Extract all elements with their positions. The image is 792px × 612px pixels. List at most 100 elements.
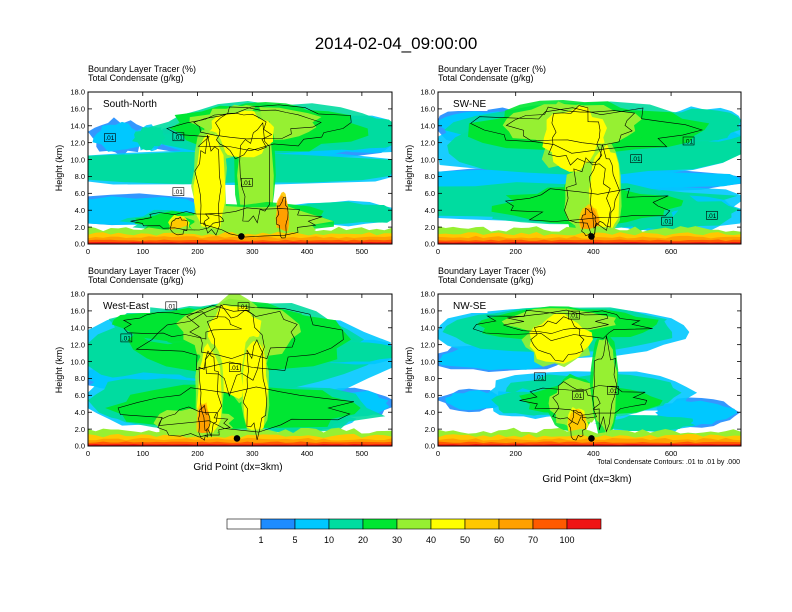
panel-title-line-1-nw-se: Boundary Layer Tracer (%)	[438, 266, 546, 276]
condensate-contour-west-east-2	[204, 304, 265, 397]
tracer-region-sw-ne-11	[542, 106, 607, 172]
panel-tag-bg-nw-se	[452, 300, 488, 313]
location-marker-sw-ne	[588, 233, 595, 240]
legend-swatch-4	[362, 518, 398, 530]
condensate-contour-nw-se-5	[592, 336, 618, 433]
condensate-contour-sw-ne-3	[504, 188, 671, 222]
main-title: 2014-02-04_09:00:00	[315, 34, 478, 53]
legend-swatch-10	[566, 518, 602, 530]
panel-sw-ne: Boundary Layer Tracer (%)Total Condensat…	[404, 64, 742, 256]
panel-title-line-1-sw-ne: Boundary Layer Tracer (%)	[438, 64, 546, 74]
contour-label-box-west-east-1	[237, 302, 250, 311]
y-tick-label-south-north-2: 4.0	[75, 206, 85, 215]
x-tick-label-sw-ne-0: 0	[436, 247, 440, 256]
panel-title-line-2-nw-se: Total Condensate (g/kg)	[438, 275, 534, 285]
x-tick-label-west-east-1: 100	[137, 449, 150, 458]
legend-swatch-0	[226, 518, 262, 530]
contour-label-south-north-2: .01	[174, 189, 183, 196]
condensate-contour-west-east-1	[186, 304, 298, 359]
y-tick-label-nw-se-4: 8.0	[425, 374, 435, 383]
contour-label-box-west-east-0	[165, 301, 178, 311]
condensate-contour-south-north-1	[193, 106, 322, 140]
contour-label-box-nw-se-1	[533, 372, 546, 382]
contour-label-box-sw-ne-3	[706, 210, 718, 220]
x-tick-label-west-east-5: 500	[356, 449, 369, 458]
condensate-contour-west-east-8	[122, 311, 242, 340]
y-tick-label-nw-se-9: 18.0	[420, 290, 435, 299]
legend-label-6: 50	[460, 535, 470, 545]
panel-tag-west-east: West-East	[103, 301, 149, 312]
x-tick-label-south-north-4: 400	[301, 247, 314, 256]
plot-frame-sw-ne	[437, 91, 742, 245]
contour-label-west-east-0: .01	[167, 303, 176, 310]
legend-swatch-5	[396, 518, 432, 530]
x-tick-label-sw-ne-2: 400	[587, 247, 600, 256]
y-tick-label-south-north-7: 14.0	[70, 121, 85, 130]
y-axis-label-sw-ne: Height (km)	[404, 145, 414, 192]
field-sw-ne	[438, 92, 741, 244]
contour-label-box-nw-se-0	[568, 310, 580, 320]
tracer-region-nw-se-10	[548, 377, 600, 428]
contour-label-sw-ne-1: .01	[632, 156, 641, 163]
location-marker-west-east	[233, 435, 241, 442]
contour-label-box-south-north-2	[172, 187, 185, 196]
panel-tag-south-north: South-North	[103, 99, 157, 110]
contour-label-south-north-0: .01	[105, 135, 114, 142]
legend-swatch-8	[498, 518, 534, 530]
panel-title-line-2-south-north: Total Condensate (g/kg)	[88, 73, 184, 83]
contour-label-west-east-2: .01	[122, 335, 131, 342]
legend-label-2: 10	[324, 535, 334, 545]
x-tick-label-nw-se-2: 400	[587, 449, 600, 458]
x-tick-label-south-north-3: 300	[246, 247, 259, 256]
y-tick-label-west-east-2: 4.0	[75, 408, 85, 417]
condensate-contour-nw-se-0	[472, 309, 653, 342]
y-tick-label-south-north-1: 2.0	[75, 223, 85, 232]
panel-tag-sw-ne: SW-NE	[453, 99, 486, 110]
contour-label-nw-se-1: .01	[535, 374, 544, 381]
y-tick-label-south-north-0: 0.0	[75, 240, 85, 249]
y-tick-label-sw-ne-3: 6.0	[425, 189, 435, 198]
panel-title-line-1-south-north: Boundary Layer Tracer (%)	[88, 64, 196, 74]
condensate-contour-south-north-7	[275, 196, 289, 239]
contour-label-sw-ne-2: .01	[663, 219, 672, 226]
tracer-region-south-north-2	[92, 121, 146, 152]
y-tick-label-west-east-9: 18.0	[70, 290, 85, 299]
field-west-east	[88, 294, 392, 446]
contour-label-south-north-1: .01	[174, 134, 183, 141]
contour-label-nw-se-0: .01	[569, 313, 578, 320]
plot-frame-south-north	[87, 91, 393, 245]
panel-title-line-2-sw-ne: Total Condensate (g/kg)	[438, 73, 534, 83]
y-tick-label-sw-ne-9: 18.0	[420, 88, 435, 97]
y-tick-label-nw-se-6: 12.0	[420, 340, 435, 349]
y-axis-label-nw-se: Height (km)	[404, 347, 414, 394]
condensate-contour-south-north-8	[169, 216, 188, 236]
tracer-region-west-east-13	[242, 341, 269, 436]
panels: Boundary Layer Tracer (%)Total Condensat…	[54, 64, 742, 458]
condensate-contour-south-north-6	[130, 211, 224, 231]
condensate-contour-sw-ne-1	[505, 106, 636, 146]
panel-tag-bg-south-north	[102, 98, 158, 111]
condensate-contour-nw-se-6	[568, 409, 587, 441]
y-tick-label-nw-se-2: 4.0	[425, 408, 435, 417]
x-tick-label-south-north-1: 100	[137, 247, 150, 256]
legend-swatch-2	[294, 518, 330, 530]
condensate-contour-west-east-7	[198, 404, 211, 441]
field-south-north	[88, 92, 392, 244]
legend-swatch-6	[430, 518, 466, 530]
condensate-contour-sw-ne-4	[588, 144, 620, 229]
x-tick-label-south-north-2: 200	[191, 247, 204, 256]
x-tick-label-nw-se-3: 600	[665, 449, 678, 458]
panel-south-north: Boundary Layer Tracer (%)Total Condensat…	[54, 64, 393, 256]
plot-frame-west-east	[87, 293, 393, 447]
condensate-contour-west-east-6	[242, 339, 267, 440]
contour-note: Total Condensate Contours: .01 to .01 by…	[597, 459, 740, 466]
x-tick-label-west-east-2: 200	[191, 449, 204, 458]
condensate-contour-south-north-4	[239, 122, 270, 224]
contour-label-box-sw-ne-0	[682, 136, 695, 146]
contour-label-box-west-east-3	[228, 363, 241, 372]
panel-west-east: Boundary Layer Tracer (%)Total Condensat…	[54, 266, 393, 458]
color-legend: 1 5 10 20 30 40 50 60 70 100	[226, 518, 602, 545]
y-tick-label-west-east-4: 8.0	[75, 374, 85, 383]
y-tick-label-nw-se-7: 14.0	[420, 323, 435, 332]
